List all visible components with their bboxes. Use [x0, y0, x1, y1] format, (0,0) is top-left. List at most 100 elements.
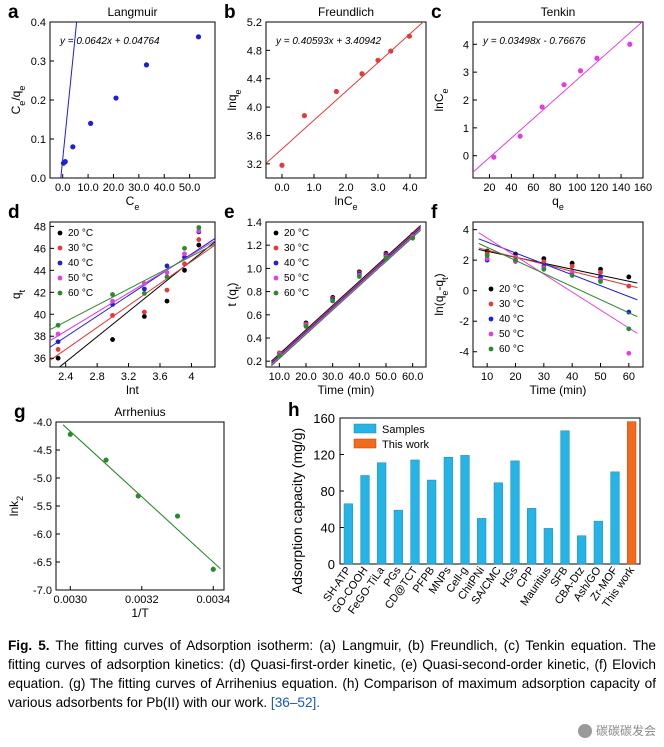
data-point: [330, 298, 336, 304]
data-point: [55, 339, 61, 345]
x-tick-label: 20.0: [295, 371, 316, 383]
x-axis-label: lnCe: [334, 194, 357, 212]
legend-label: 60 °C: [68, 288, 93, 299]
x-tick-label: 50: [594, 371, 606, 383]
x-tick-label: 10.0: [269, 371, 290, 383]
y-axis-label: lnk2: [7, 496, 25, 516]
data-point: [113, 95, 119, 101]
data-point: [626, 283, 632, 289]
data-point: [276, 353, 282, 358]
y-axis-label: qt: [9, 289, 27, 299]
data-point: [279, 162, 285, 168]
y-axis-label: ln(qe-qt): [432, 273, 450, 315]
data-point: [626, 274, 632, 280]
plot-area: [270, 225, 422, 367]
fit-line: [473, 22, 643, 173]
y-tick-label: 120: [313, 448, 335, 463]
data-point: [143, 62, 150, 68]
data-point: [103, 457, 109, 463]
x-tick-label: 0.0030: [53, 594, 87, 606]
plot-area: [60, 22, 202, 178]
data-point: [110, 292, 115, 297]
data-point: [598, 279, 603, 284]
data-point: [388, 48, 394, 54]
y-tick-label: 3.2: [247, 159, 262, 171]
x-tick-label: 0.0032: [125, 594, 159, 606]
y-tick-label: 1.4: [247, 217, 262, 229]
data-point: [182, 245, 187, 251]
legend-swatch: [353, 423, 377, 434]
y-tick-label: -5.0: [33, 473, 52, 485]
bar: [427, 479, 437, 565]
y-tick-label: 1: [463, 123, 469, 135]
data-point: [517, 133, 523, 139]
data-point: [626, 350, 632, 356]
data-point: [141, 286, 147, 292]
panel-title: Arrhenius: [114, 405, 165, 419]
legend-label: 40 °C: [68, 258, 93, 269]
legend-marker: [57, 290, 63, 296]
y-tick-label: 80: [321, 484, 335, 499]
data-point: [375, 57, 381, 63]
legend-label: 30 °C: [284, 243, 309, 254]
plot-frame: [265, 221, 427, 368]
x-tick-label: 30.0: [322, 371, 343, 383]
x-tick-label: 2.8: [89, 371, 104, 383]
data-point: [195, 34, 202, 40]
x-tick-label: 4.0: [402, 182, 417, 194]
bar: [477, 518, 487, 565]
bar: [577, 535, 587, 565]
bar: [527, 508, 537, 565]
x-axis-label: qe: [552, 194, 564, 212]
wechat-icon: [577, 723, 592, 738]
data-point: [164, 298, 170, 304]
fit-line: [270, 228, 422, 366]
data-point: [55, 347, 61, 352]
legend-marker: [273, 260, 279, 266]
y-axis-label: lnCe: [432, 88, 450, 111]
y-tick-label: 160: [313, 411, 335, 426]
legend-marker: [273, 275, 279, 281]
legend-marker: [488, 331, 494, 337]
x-tick-label: 60: [527, 182, 539, 194]
y-tick-label: 48: [34, 221, 46, 233]
legend-label: 40 °C: [284, 258, 309, 269]
legend-label: 20 °C: [68, 228, 93, 239]
y-tick-label: 4.4: [247, 74, 262, 86]
y-tick-label: 40: [321, 521, 335, 536]
data-point: [55, 331, 61, 337]
data-point: [383, 255, 389, 261]
data-point: [141, 281, 147, 286]
y-tick-label: -2: [459, 316, 469, 328]
data-point: [561, 82, 567, 88]
fit-equation: y = 0.0642x + 0.04764: [59, 36, 160, 47]
panel-letter: g: [14, 402, 26, 423]
data-point: [196, 237, 202, 242]
y-tick-label: 0.3: [31, 56, 46, 68]
x-tick-label: 40.0: [349, 371, 370, 383]
data-point: [491, 154, 497, 160]
x-axis-label: 1/T: [131, 606, 149, 620]
x-tick-label: 20: [509, 371, 521, 383]
x-tick-label: 20: [483, 182, 495, 194]
y-tick-label: 3.6: [247, 130, 262, 142]
panel-title: Tenkin: [541, 5, 576, 19]
bar: [410, 459, 420, 565]
legend-marker: [57, 230, 63, 236]
data-point: [174, 513, 181, 519]
fit-line: [266, 22, 424, 164]
panel-title: Freundlich: [318, 5, 374, 19]
data-point: [513, 257, 518, 263]
y-tick-label: -5.5: [33, 501, 52, 513]
bar: [360, 475, 370, 565]
legend-marker: [273, 290, 279, 296]
panel-letter: c: [431, 2, 442, 23]
y-tick-label: 4: [463, 225, 469, 237]
x-tick-label: 0.0: [55, 182, 70, 194]
y-tick-label: 42: [34, 287, 46, 299]
data-point: [110, 298, 115, 304]
data-point: [569, 273, 575, 278]
bar: [393, 509, 403, 565]
figure-caption: Fig. 5. The fitting curves of Adsorption…: [8, 636, 656, 712]
x-tick-label: 80: [549, 182, 561, 194]
